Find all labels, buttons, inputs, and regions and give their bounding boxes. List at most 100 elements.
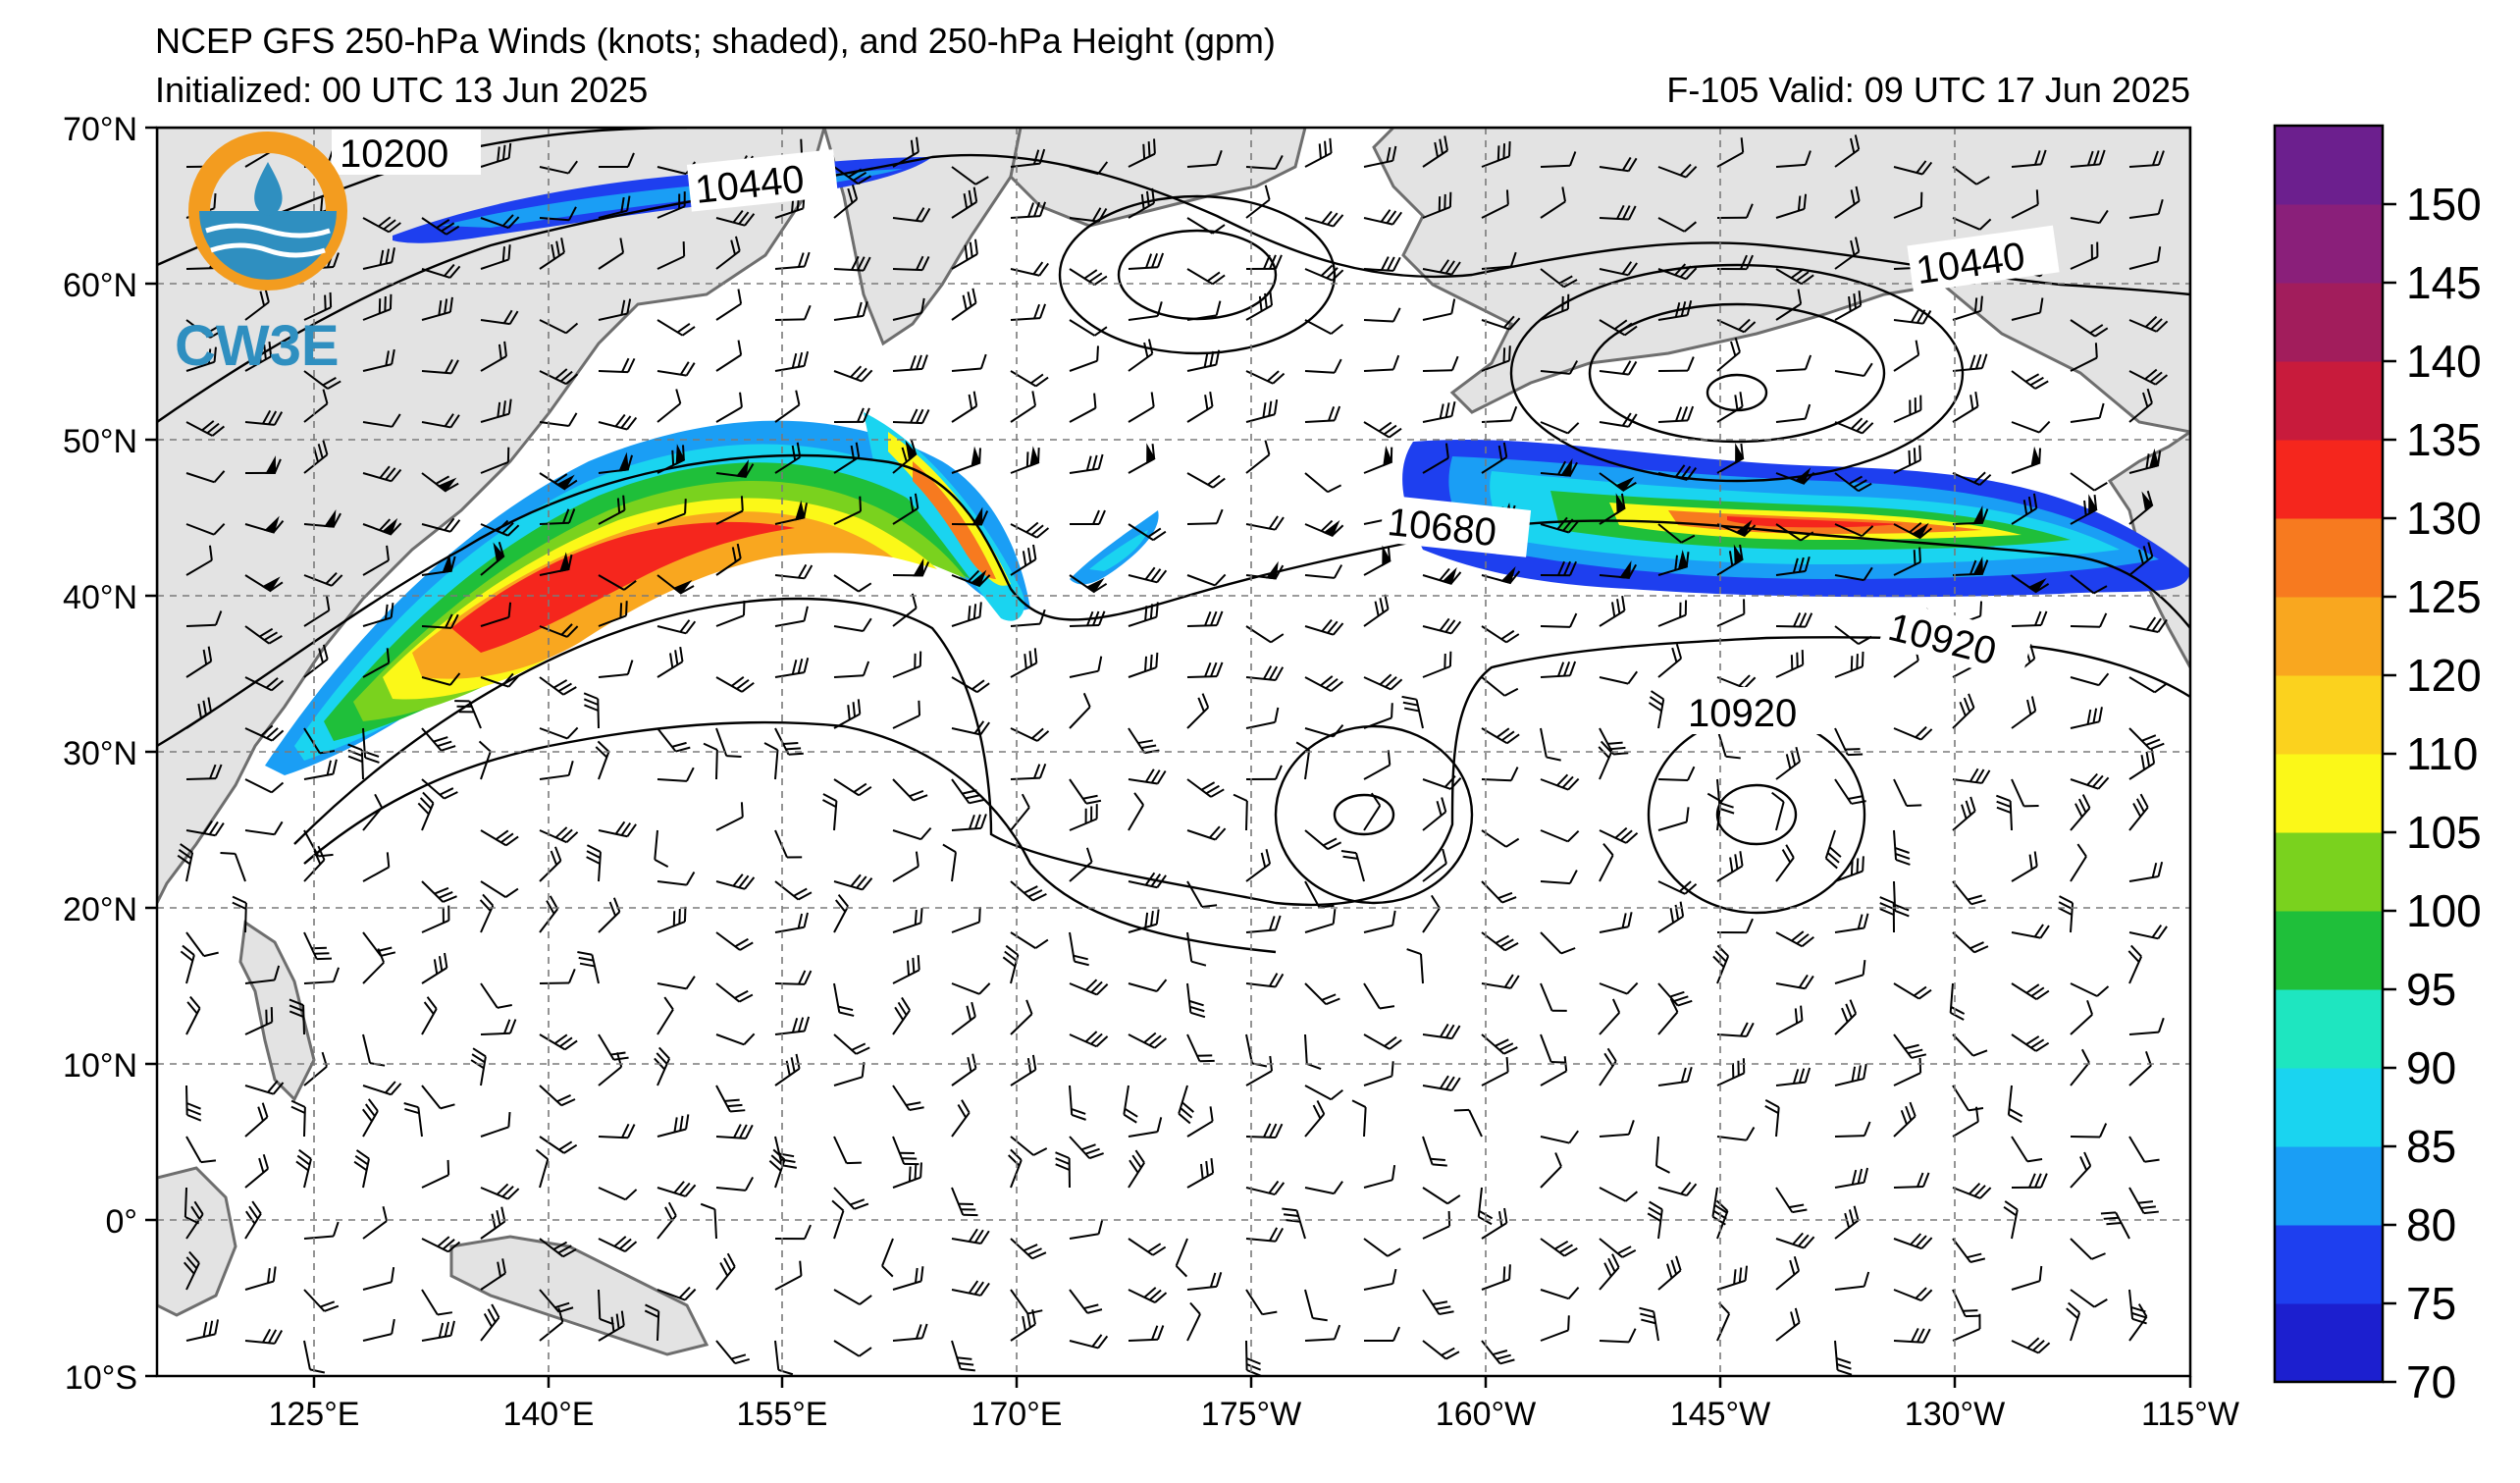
lon-label: 140°E (502, 1396, 594, 1433)
wind-barb (1304, 210, 1344, 228)
wind-barb (1657, 300, 1693, 321)
wind-barb (1540, 829, 1580, 843)
wind-barb (480, 1019, 517, 1035)
wind-barb (1834, 999, 1858, 1035)
wind-barb (1186, 693, 1210, 729)
wind-barb (535, 1148, 550, 1189)
wind-barb (1540, 1238, 1578, 1257)
wind-barb (421, 727, 456, 752)
wind-barb (892, 136, 919, 168)
wind-barb (1775, 1232, 1815, 1249)
colorbar-segment (2275, 440, 2383, 519)
wind-barb (833, 407, 870, 423)
wind-barb (1010, 609, 1046, 627)
wind-barb (1540, 931, 1576, 955)
wind-barb (1599, 912, 1633, 933)
wind-barb (1233, 793, 1248, 831)
wind-barb (1481, 251, 1517, 270)
wind-barb (1540, 1315, 1570, 1342)
wind-barb (539, 1033, 578, 1051)
wind-barb (892, 651, 922, 678)
wind-barb (2011, 1136, 2043, 1163)
wind-barb (1010, 999, 1033, 1035)
wind-barb (480, 447, 510, 474)
wind-barb (1540, 421, 1580, 435)
raindrop-icon (254, 162, 283, 216)
wind-barb (656, 1181, 697, 1197)
wind-barb (421, 358, 459, 375)
wind-barb (715, 1340, 750, 1365)
contour-low-goa-2 (1588, 302, 1886, 444)
wind-barb (1069, 847, 1093, 882)
wind-barb (1363, 1238, 1401, 1257)
wind-barb (1657, 982, 1693, 1007)
wind-barb (480, 1112, 511, 1138)
wind-barb (361, 1098, 379, 1138)
wind-barb (1186, 300, 1222, 321)
wind-barb (1834, 960, 1866, 984)
wind-barb (833, 442, 861, 474)
wind-barb (1775, 746, 1801, 780)
wind-barb (185, 346, 217, 372)
wind-barb (715, 982, 754, 1003)
colorbar-tick-label: 125 (2406, 571, 2482, 622)
wind-barb (1422, 135, 1448, 168)
wind-barb (774, 606, 809, 627)
wind-barb (2011, 1033, 2050, 1052)
wind-barb (715, 496, 744, 525)
wind-barb (833, 365, 873, 383)
wind-barb (1363, 673, 1403, 691)
colorbar-tick-label: 85 (2406, 1121, 2456, 1172)
wind-barb (539, 1085, 576, 1107)
wind-barb (774, 442, 802, 474)
wind-barb (1304, 564, 1343, 579)
wind-barb (1599, 472, 1637, 493)
wind-barb (244, 1266, 277, 1291)
wind-barb (656, 871, 696, 886)
wind-barb (1363, 421, 1402, 439)
wind-barb (454, 700, 482, 729)
wind-barb (1952, 796, 1976, 831)
wind-barb (539, 826, 579, 844)
wind-barb (362, 603, 394, 627)
wind-barb (478, 740, 492, 780)
cw3e-logo: CW3E (175, 132, 347, 378)
wind-barb (951, 676, 990, 694)
lat-label: 30°N (63, 735, 137, 772)
wind-barb (2128, 246, 2162, 270)
wind-barb (1304, 472, 1342, 494)
wind-barb (2070, 982, 2110, 997)
wind-barb (1069, 656, 1103, 678)
wind-barb (1363, 703, 1393, 729)
wind-barb (303, 572, 343, 587)
wind-barb (1363, 792, 1382, 831)
wind-barb (2070, 672, 2110, 687)
wind-barb (1128, 1238, 1167, 1256)
wind-barb (951, 982, 991, 995)
wind-barb (421, 1159, 450, 1189)
wind-barb (833, 166, 872, 185)
wind-barb (1178, 1085, 1194, 1125)
wind-barb (421, 217, 460, 236)
wind-barb (1304, 519, 1344, 538)
wind-barb (1657, 1255, 1682, 1291)
wind-barb (1128, 979, 1168, 992)
wind-barb (1186, 778, 1225, 798)
wind-barb (1304, 137, 1333, 168)
wind-barb (362, 648, 391, 678)
wind-barb (1540, 773, 1580, 791)
wind-barb (2070, 1123, 2108, 1139)
wind-barb (598, 1123, 636, 1139)
contour-labels: 10200 10440 10440 10680 10920 10920 (332, 130, 2060, 735)
wind-barb (1716, 599, 1746, 627)
lat-label: 70°N (63, 111, 137, 148)
wind-barb (833, 982, 855, 1017)
wind-barb (2070, 574, 2108, 595)
wind-barb (951, 720, 990, 736)
wind-barb (1245, 399, 1279, 423)
wind-barb (656, 1114, 690, 1138)
wind-barb (892, 1162, 922, 1189)
wind-barb (2070, 1151, 2092, 1189)
wind-barb (1716, 1265, 1748, 1291)
wind-barb (1996, 794, 2013, 831)
